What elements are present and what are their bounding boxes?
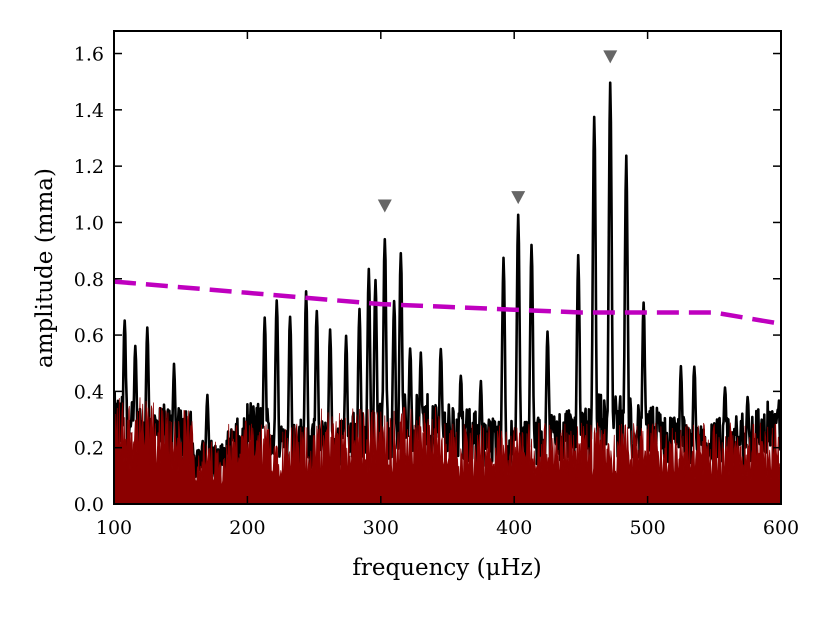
y-tick-label: 0.8 <box>74 269 104 291</box>
plot-area <box>114 81 781 504</box>
mode-marker-triangle <box>603 50 618 64</box>
y-tick-label: 0.2 <box>74 438 104 460</box>
plot-frame <box>113 30 782 505</box>
residual-spectrum-fill <box>114 397 781 504</box>
y-tick-label: 0.0 <box>74 494 104 516</box>
significance-threshold-line <box>114 279 781 327</box>
y-axis-ticks: 0.0 0.2 0.4 0.6 0.8 1.0 1.2 1.4 1.6 <box>74 44 781 516</box>
x-tick-label: 400 <box>496 517 532 539</box>
y-tick-label: 1.6 <box>74 44 104 66</box>
x-axis-label: frequency (μHz) <box>352 555 541 581</box>
y-axis-label: amplitude (mma) <box>32 168 58 368</box>
x-tick-label: 300 <box>363 517 399 539</box>
mode-marker-triangle <box>511 191 526 205</box>
x-tick-label: 100 <box>96 517 132 539</box>
x-axis-ticks: 100 200 300 400 500 600 <box>96 31 799 539</box>
mode-marker-triangle <box>377 199 392 213</box>
x-tick-label: 600 <box>763 517 799 539</box>
marker-layer <box>377 50 618 213</box>
y-tick-label: 1.4 <box>74 100 104 122</box>
y-tick-label: 1.2 <box>74 156 104 178</box>
y-tick-label: 1.0 <box>74 212 104 234</box>
y-tick-label: 0.4 <box>74 381 104 403</box>
y-tick-label: 0.6 <box>74 325 104 347</box>
x-tick-label: 500 <box>629 517 665 539</box>
x-tick-label: 200 <box>229 517 265 539</box>
